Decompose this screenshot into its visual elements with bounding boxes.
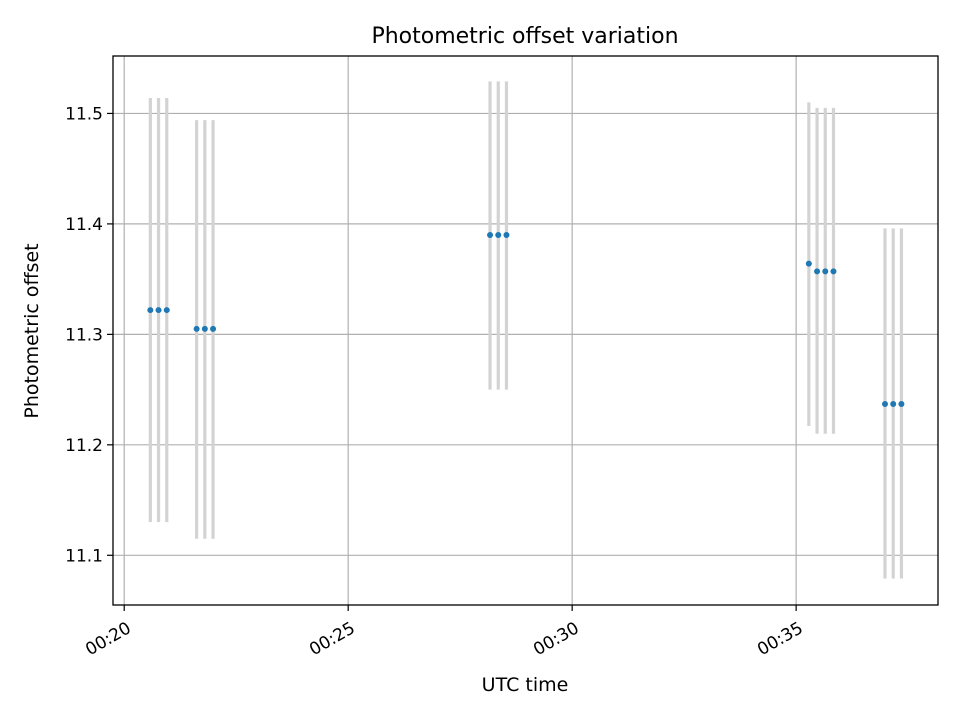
y-axis-label: Photometric offset: [21, 243, 43, 418]
y-tick-label: 11.1: [65, 546, 103, 566]
y-tick-label: 11.5: [65, 104, 103, 124]
grid: [113, 56, 938, 605]
data-point: [503, 231, 510, 238]
data-point: [881, 400, 888, 407]
y-tick-label: 11.3: [65, 325, 103, 345]
chart-title: Photometric offset variation: [371, 24, 678, 49]
y-axis: 11.1 11.2 11.3 11.4 11.5: [65, 104, 113, 566]
data-point: [163, 307, 170, 314]
data-point: [830, 268, 837, 275]
data-point: [201, 325, 208, 332]
data-points: [147, 231, 905, 407]
data-point: [898, 400, 905, 407]
data-point: [495, 231, 502, 238]
y-tick-label: 11.2: [65, 436, 103, 456]
x-axis-label: UTC time: [482, 674, 569, 696]
data-point: [155, 307, 162, 314]
plot-frame: [112, 55, 939, 606]
data-point: [822, 268, 829, 275]
data-point: [147, 307, 154, 314]
data-point: [210, 325, 217, 332]
data-point: [814, 268, 821, 275]
data-point: [890, 400, 897, 407]
data-point: [193, 325, 200, 332]
data-point: [805, 260, 812, 267]
y-tick-label: 11.4: [65, 215, 103, 235]
data-point: [487, 231, 494, 238]
